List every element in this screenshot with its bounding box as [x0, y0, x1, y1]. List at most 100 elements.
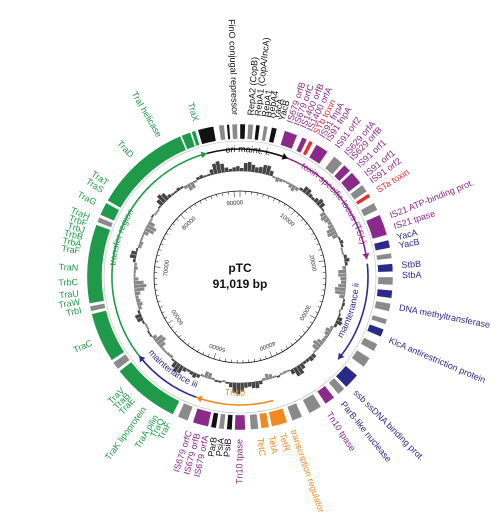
ruler-tick [225, 358, 227, 362]
ruler-tick [317, 306, 321, 308]
gene-block [335, 365, 358, 388]
gc-bar [161, 346, 166, 351]
gc-bar [156, 194, 167, 204]
ruler-tick [172, 223, 176, 226]
gc-bar [203, 174, 207, 178]
gene-block [181, 132, 196, 150]
gene-block [376, 288, 393, 299]
gc-bar [344, 257, 350, 262]
gc-bar [261, 377, 266, 381]
gc-bar [338, 269, 346, 274]
gc-bar [316, 338, 324, 345]
gene-block [99, 202, 120, 222]
gene-label: TraN [58, 262, 78, 273]
ruler-tick [273, 198, 275, 202]
gc-bar [211, 163, 218, 175]
gc-bar [171, 360, 178, 368]
gc-bar [137, 301, 143, 307]
gene-block [268, 127, 278, 144]
gc-bar [323, 217, 330, 224]
gc-bar [220, 163, 225, 173]
gene-block [91, 310, 125, 361]
gc-bar [290, 185, 296, 192]
gene-block [239, 123, 246, 140]
gc-bar [272, 375, 277, 378]
ruler-tick [158, 249, 162, 251]
gc-bar [135, 247, 139, 252]
region-arrow-tsl [362, 253, 370, 260]
gc-bar [293, 366, 301, 377]
gene-block [302, 393, 322, 414]
region-label-tn10-region: Tn10 [224, 387, 245, 398]
ruler-tick-label: 30000 [297, 303, 311, 321]
gc-bar [232, 167, 236, 172]
gc-bar [144, 323, 148, 327]
gene-block [286, 402, 303, 422]
gc-bar [279, 372, 284, 376]
gc-bar [278, 178, 283, 183]
gc-bar [336, 316, 343, 322]
region-arrow-tn10-region [196, 395, 203, 403]
gc-bar [305, 358, 310, 363]
ruler-tick [259, 357, 261, 361]
gc-bar [147, 330, 151, 334]
gc-bar [200, 373, 205, 377]
ruler-tick [316, 243, 320, 246]
gc-bar [141, 320, 145, 325]
ruler-tick [169, 228, 172, 231]
gc-bar [272, 176, 276, 179]
gene-block [226, 124, 231, 140]
gc-bar [156, 209, 160, 213]
gc-bar [296, 364, 305, 375]
gene-label: Tn10 tpase [234, 439, 244, 484]
gene-label: TraC [72, 338, 94, 355]
region-arc-tsl [287, 157, 368, 260]
gc-bar [258, 380, 263, 385]
ruler-tick [197, 349, 200, 352]
gc-bar [323, 334, 328, 340]
gc-bar [131, 250, 138, 255]
gene-block [295, 136, 308, 154]
gc-bar [134, 277, 139, 281]
gene-label: TraI helicase [130, 90, 164, 139]
gene-block [249, 413, 259, 430]
gene-block [360, 337, 378, 352]
region-arrow-maint-ii [338, 352, 345, 360]
gc-bar [148, 221, 156, 228]
gc-bar [240, 382, 245, 392]
gc-bar [340, 277, 346, 281]
gc-bar [282, 180, 287, 183]
ruler-tick [310, 315, 316, 319]
plasmid-name: pTC [228, 261, 252, 275]
gene-block [210, 412, 219, 429]
gc-bar [342, 299, 346, 303]
gc-bar [327, 224, 334, 230]
gene-label: DNA methyltransferase [398, 302, 491, 329]
gene-block [302, 140, 314, 156]
gc-bar [269, 170, 274, 177]
ruler-tick-label: 20000 [308, 254, 317, 272]
gc-bar [150, 214, 155, 218]
gene-block [324, 156, 343, 175]
gc-bar [137, 310, 141, 314]
ruler-tick [213, 353, 216, 359]
ruler-tick [161, 311, 165, 314]
gc-bar [308, 193, 313, 198]
gc-bar [135, 295, 139, 300]
gc-bar [173, 190, 178, 194]
gc-bar [329, 325, 334, 330]
gene-block [365, 214, 388, 240]
ruler-tick [205, 198, 207, 202]
gene-label: TrbI [65, 305, 82, 318]
gc-bar [290, 368, 296, 375]
gc-bar [338, 283, 346, 288]
gene-block [355, 193, 371, 206]
gene-label: TraF [61, 243, 81, 256]
ruler-tick [155, 260, 159, 262]
gene-label: StbB [401, 259, 421, 270]
gene-block [218, 124, 226, 141]
gc-bar [140, 237, 144, 242]
gene-block [351, 349, 371, 368]
gene-block [340, 172, 361, 193]
gc-bar [331, 233, 339, 239]
